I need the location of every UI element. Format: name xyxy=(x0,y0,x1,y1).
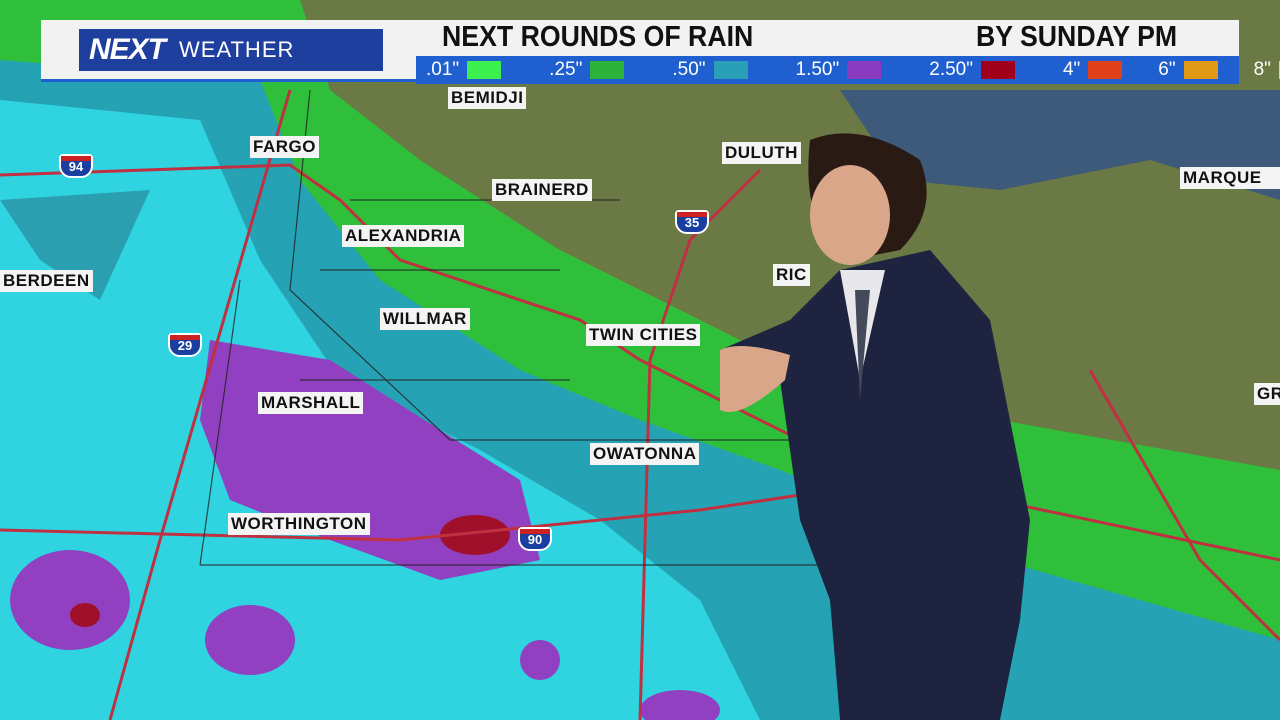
city-label: GR xyxy=(1254,383,1280,405)
legend-item: .50" xyxy=(672,59,748,81)
interstate-shield: 90 xyxy=(518,527,552,551)
legend-label: .25" xyxy=(549,59,583,80)
legend-swatch xyxy=(1183,61,1218,79)
meteorologist-presenter xyxy=(720,133,1030,720)
legend-item: 4" xyxy=(1062,59,1123,81)
legend-item: 6" xyxy=(1158,59,1218,81)
city-label: RIC xyxy=(773,264,810,286)
interstate-shield: 29 xyxy=(168,333,202,357)
legend-item: .01" xyxy=(426,59,502,81)
interstate-shield: 35 xyxy=(675,210,709,234)
legend-label: 4" xyxy=(1062,59,1081,80)
legend-label: .01" xyxy=(426,59,460,80)
city-label: ALEXANDRIA xyxy=(342,225,465,247)
city-label: TWIN CITIES xyxy=(586,324,701,346)
legend-label: 8" xyxy=(1253,59,1271,80)
city-label: BEMIDJI xyxy=(448,87,527,109)
legend-label: 2.50" xyxy=(929,59,973,80)
legend-label: 1.50" xyxy=(795,59,840,80)
station-logo: NEXT WEATHER xyxy=(79,29,383,71)
legend-swatch xyxy=(847,61,882,79)
city-label: MARQUE xyxy=(1180,167,1280,189)
legend-swatch xyxy=(590,61,625,79)
logo-sub: WEATHER xyxy=(179,37,295,62)
city-label: MARSHALL xyxy=(258,392,364,414)
city-label: WILLMAR xyxy=(380,308,470,330)
legend-label: 6" xyxy=(1158,59,1176,80)
interstate-shield: 94 xyxy=(59,154,93,178)
legend-swatch xyxy=(1088,61,1123,79)
city-label: FARGO xyxy=(250,136,319,158)
city-label: BRAINERD xyxy=(492,179,592,201)
legend-item: 1.50" xyxy=(796,59,882,81)
graphic-subtitle: BY SUNDAY PM xyxy=(976,21,1178,53)
legend-item: 8" xyxy=(1254,59,1280,81)
legend-swatch xyxy=(980,61,1015,79)
city-label: BERDEEN xyxy=(0,270,93,292)
city-label: DULUTH xyxy=(722,142,801,164)
city-label: WORTHINGTON xyxy=(228,513,370,535)
logo-brand: NEXT xyxy=(89,33,166,66)
city-label: OWATONNA xyxy=(590,443,700,465)
legend-swatch xyxy=(713,61,748,79)
legend-swatch xyxy=(467,61,502,79)
rain-legend: .01" .25" .50" 1.50" 2.50" 4" 6" 8" xyxy=(416,56,1280,84)
legend-label: .50" xyxy=(672,59,706,80)
legend-swatch xyxy=(1278,61,1280,79)
legend-item: 2.50" xyxy=(929,59,1015,81)
legend-item: .25" xyxy=(549,59,625,81)
graphic-title: NEXT ROUNDS OF RAIN xyxy=(442,21,754,53)
